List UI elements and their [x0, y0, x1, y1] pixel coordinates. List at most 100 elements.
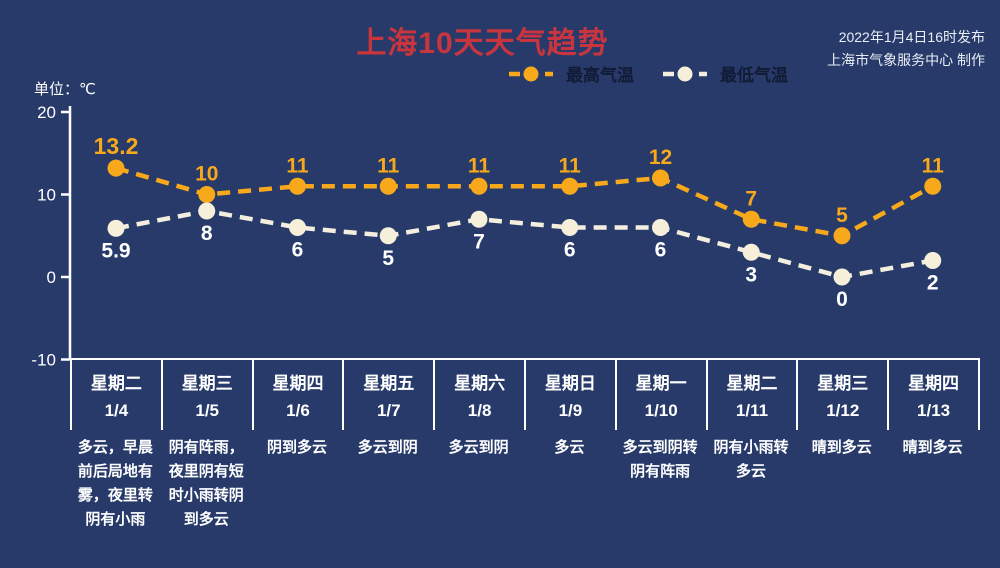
- low-temp-value-label: 6: [564, 239, 576, 262]
- high-temp-value-label: 11: [377, 154, 400, 177]
- date-label: 1/10: [644, 401, 678, 420]
- low-temp-point: [470, 210, 488, 228]
- date-label: 1/9: [558, 401, 583, 420]
- publisher: 上海市气象服务中心 制作: [827, 52, 985, 68]
- forecast-cell: 多云，早晨前后局地有雾，夜里转阴有小雨: [77, 439, 153, 528]
- low-temp-line: [115, 208, 934, 280]
- y-axis-tick-label: 20: [37, 103, 56, 122]
- legend-item-low: 最低气温: [662, 61, 788, 86]
- forecast-row: 多云，早晨前后局地有雾，夜里转阴有小雨 阴有阵雨，夜里阴有短时小雨转阴到多云 阴到多…: [70, 436, 978, 532]
- weekday-label: 星期六: [454, 374, 506, 393]
- chart-legend: 最高气温 最低气温: [508, 61, 788, 86]
- high-temp-point: [198, 186, 216, 203]
- y-axis-tick-label: 10: [37, 186, 56, 205]
- unit-label: 单位：℃: [34, 81, 96, 98]
- high-temp-point: [742, 210, 760, 228]
- weekday-label: 星期三: [817, 374, 869, 393]
- legend-item-high: 最高气温: [508, 61, 634, 86]
- weekday-label: 星期三: [181, 374, 233, 393]
- day-column: 星期日 1/9: [523, 360, 615, 430]
- high-temp-value-label: 11: [286, 154, 309, 177]
- weekday-label: 星期二: [90, 374, 142, 393]
- day-column: 星期五 1/7: [342, 360, 433, 430]
- high-temp-point: [924, 177, 942, 195]
- high-temp-value-label: 7: [745, 187, 757, 210]
- low-temp-point: [561, 219, 579, 236]
- forecast-cell: 多云到阴: [448, 439, 509, 456]
- publish-time: 2022年1月4日16时发布: [838, 29, 985, 45]
- weekday-label: 星期日: [544, 374, 596, 393]
- low-temp-point: [833, 268, 851, 286]
- weekday-label: 星期四: [908, 374, 960, 393]
- day-column: 星期二 1/11: [705, 360, 797, 430]
- forecast-cell: 阴到多云: [266, 439, 327, 456]
- date-label: 1/8: [467, 401, 492, 420]
- day-header-row: 星期二 1/4 星期三 1/5 星期四 1/6 星期五 1/7 星期六 1/8 星期日 1/9 星期一 1…: [70, 358, 980, 430]
- high-temp-legend-marker-icon: [509, 66, 553, 81]
- high-temp-value-label: 12: [649, 146, 672, 169]
- low-temp-point: [107, 219, 125, 237]
- high-temp-point: [652, 169, 669, 187]
- legend-label-low: 最低气温: [720, 66, 788, 85]
- date-label: 1/6: [286, 401, 310, 420]
- high-temp-line: [115, 165, 934, 239]
- high-temp-point: [379, 177, 397, 195]
- publish-info: 2022年1月4日16时发布 上海市气象服务中心 制作: [827, 26, 985, 72]
- low-temp-value-label: 2: [927, 272, 939, 295]
- low-temp-legend-marker-icon: [663, 66, 707, 81]
- low-temp-value-label: 6: [655, 239, 667, 262]
- day-column: 星期二 1/4: [70, 360, 161, 430]
- y-axis-tick-label: 0: [47, 268, 56, 287]
- forecast-cell: 晴到多云: [902, 439, 963, 456]
- day-column: 星期四 1/6: [251, 360, 343, 430]
- low-temp-value-label: 3: [745, 263, 757, 286]
- low-temp-point: [652, 219, 669, 236]
- date-label: 1/5: [195, 401, 220, 420]
- day-column: 星期三 1/12: [796, 360, 887, 430]
- high-temp-point: [561, 177, 579, 195]
- low-temp-value-label: 6: [292, 239, 304, 262]
- high-temp-value-label: 10: [195, 163, 218, 186]
- low-temp-point: [289, 219, 306, 236]
- forecast-cell: 阴有阵雨，夜里阴有短时小雨转阴到多云: [168, 439, 244, 528]
- high-temp-point: [833, 227, 851, 245]
- weekday-label: 星期四: [272, 374, 324, 393]
- date-label: 1/13: [917, 401, 951, 420]
- weekday-label: 星期五: [363, 374, 415, 393]
- high-temp-value-label: 13.2: [94, 133, 139, 159]
- low-temp-point: [742, 243, 760, 261]
- high-temp-value-label: 11: [559, 154, 582, 177]
- low-temp-value-label: 0: [836, 288, 848, 311]
- low-temp-value-label: 7: [473, 230, 485, 253]
- date-label: 1/12: [826, 401, 860, 420]
- low-temp-point: [924, 252, 942, 269]
- low-temp-point: [198, 202, 216, 220]
- low-temp-value-label: 5: [382, 247, 394, 270]
- day-column: 星期四 1/13: [887, 360, 978, 430]
- high-temp-point: [107, 159, 125, 177]
- date-label: 1/7: [376, 401, 401, 420]
- weekday-label: 星期一: [635, 374, 687, 393]
- low-temp-point: [379, 227, 397, 245]
- forecast-cell: 晴到多云: [811, 439, 872, 456]
- high-temp-point: [470, 177, 488, 195]
- date-label: 1/4: [104, 401, 129, 420]
- y-axis-tick-label: -10: [31, 351, 56, 370]
- high-temp-point: [289, 177, 306, 195]
- day-column: 星期六 1/8: [433, 360, 524, 430]
- legend-label-high: 最高气温: [566, 66, 634, 85]
- day-column: 星期一 1/10: [614, 360, 706, 430]
- day-column: 星期三 1/5: [160, 360, 252, 430]
- weekday-label: 星期二: [726, 374, 778, 393]
- forecast-cell: 多云: [554, 439, 585, 456]
- forecast-cell: 多云到阴转阴有阵雨: [622, 439, 698, 480]
- high-temp-value-label: 11: [922, 154, 945, 177]
- low-temp-value-label: 8: [201, 222, 213, 245]
- low-temp-value-label: 5.9: [101, 239, 130, 262]
- page-title: 上海10天天气趋势: [356, 27, 609, 60]
- forecast-cell: 阴有小雨转多云: [713, 439, 789, 480]
- forecast-cell: 多云到阴: [357, 439, 418, 456]
- high-temp-value-label: 11: [468, 154, 491, 177]
